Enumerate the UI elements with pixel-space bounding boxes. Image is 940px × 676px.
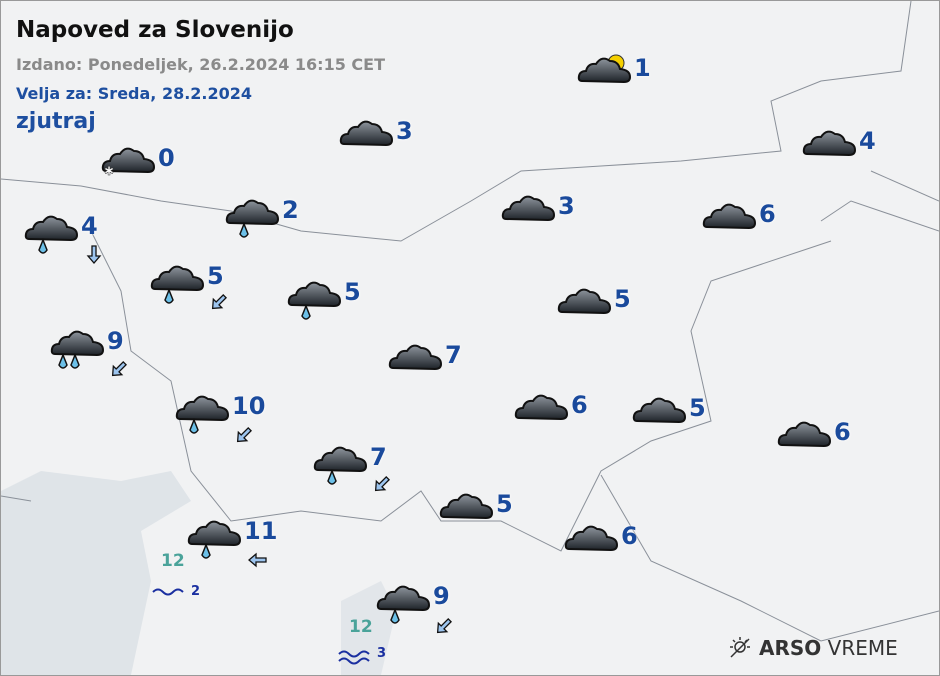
forecast-station [174, 389, 232, 443]
forecast-station [312, 440, 370, 494]
map-title: Napoved za Slovenijo [16, 17, 294, 43]
forecast-station [149, 259, 207, 313]
border-line [1, 1, 912, 242]
forecast-station [801, 124, 859, 178]
forecast-station [387, 338, 445, 392]
wind-arrow-icon [233, 424, 255, 446]
wind-arrow-icon [208, 291, 230, 313]
overcast-rain-icon [225, 199, 280, 238]
temperature-label: 3 [396, 117, 413, 145]
temperature-label: 9 [433, 582, 450, 610]
temperature-label: 4 [81, 212, 98, 240]
forecast-station [500, 189, 558, 243]
overcast-light-snow-icon: ✱ [101, 147, 156, 178]
temperature-label: 0 [158, 144, 175, 172]
forecast-station [563, 519, 621, 573]
temperature-label: 3 [558, 192, 575, 220]
overcast-icon [339, 120, 394, 147]
sun-logo-icon [730, 637, 750, 658]
temperature-label: 10 [232, 392, 266, 420]
valid-date: Velja za: Sreda, 28.2.2024 [16, 84, 253, 103]
wave-level: 2 [191, 584, 201, 599]
logo-product: VREME [827, 636, 898, 660]
temperature-label: 11 [244, 517, 278, 545]
forecast-station [438, 487, 496, 541]
forecast-station [556, 282, 614, 336]
forecast-station [23, 209, 81, 263]
overcast-rain-icon [376, 585, 431, 624]
temperature-label: 4 [859, 127, 876, 155]
overcast-icon [564, 525, 619, 552]
temperature-label: 5 [614, 285, 631, 313]
overcast-rain-icon [187, 520, 242, 559]
issued-date: Izdano: Ponedeljek, 26.2.2024 16:15 CET [16, 55, 385, 74]
forecast-station [701, 197, 759, 251]
sea-temperature: 12 [349, 617, 373, 637]
overcast-icon [632, 397, 687, 424]
temperature-label: 5 [496, 490, 513, 518]
wind-arrow-icon [371, 473, 393, 495]
forecast-station [375, 579, 433, 633]
temperature-label: 7 [445, 341, 462, 369]
temperature-label: 6 [834, 418, 851, 446]
overcast-heavy-rain-icon [50, 330, 105, 369]
forecast-station [286, 275, 344, 329]
partly-cloudy-icon [577, 54, 632, 84]
overcast-rain-icon [313, 446, 368, 485]
forecast-station [776, 415, 834, 469]
forecast-station [338, 114, 396, 168]
wave-level: 3 [377, 646, 387, 661]
svg-text:✱: ✱ [104, 164, 114, 178]
forecast-station: ✱ [100, 141, 158, 195]
border-line [820, 170, 939, 232]
overcast-icon [439, 493, 494, 520]
overcast-icon [802, 130, 857, 157]
waves-icon [338, 650, 370, 665]
border-line [1, 474, 939, 642]
temperature-label: 5 [344, 278, 361, 306]
forecast-station [186, 514, 244, 568]
temperature-label: 5 [207, 262, 224, 290]
forecast-station [631, 391, 689, 445]
wind-arrow-icon [433, 615, 455, 637]
temperature-label: 6 [571, 391, 588, 419]
border-line [90, 230, 832, 552]
overcast-icon [777, 421, 832, 448]
overcast-icon [702, 203, 757, 230]
temperature-label: 9 [107, 327, 124, 355]
waves-icon [152, 588, 184, 596]
overcast-rain-icon [150, 265, 205, 304]
overcast-rain-icon [287, 281, 342, 320]
forecast-station [49, 324, 107, 378]
overcast-rain-icon [175, 395, 230, 434]
forecast-station [224, 193, 282, 247]
wind-arrow-icon [247, 549, 269, 571]
overcast-icon [501, 195, 556, 222]
wave-height: 2 [151, 584, 200, 604]
temperature-label: 6 [759, 200, 776, 228]
temperature-label: 1 [634, 54, 651, 82]
wind-arrow-icon [83, 243, 105, 265]
sea-temperature: 12 [161, 551, 185, 571]
forecast-station [513, 388, 571, 442]
wave-height: 3 [337, 646, 386, 666]
overcast-icon [388, 344, 443, 371]
temperature-label: 2 [282, 196, 299, 224]
overcast-icon [514, 394, 569, 421]
overcast-icon [557, 288, 612, 315]
arso-logo: ARSO VREME [727, 635, 898, 661]
overcast-rain-icon [24, 215, 79, 254]
temperature-label: 6 [621, 522, 638, 550]
sea-area [1, 471, 191, 675]
logo-brand: ARSO [759, 636, 822, 660]
temperature-label: 7 [370, 443, 387, 471]
temperature-label: 5 [689, 394, 706, 422]
forecast-station [576, 51, 634, 105]
forecast-period: zjutraj [16, 109, 96, 134]
wind-arrow-icon [108, 358, 130, 380]
